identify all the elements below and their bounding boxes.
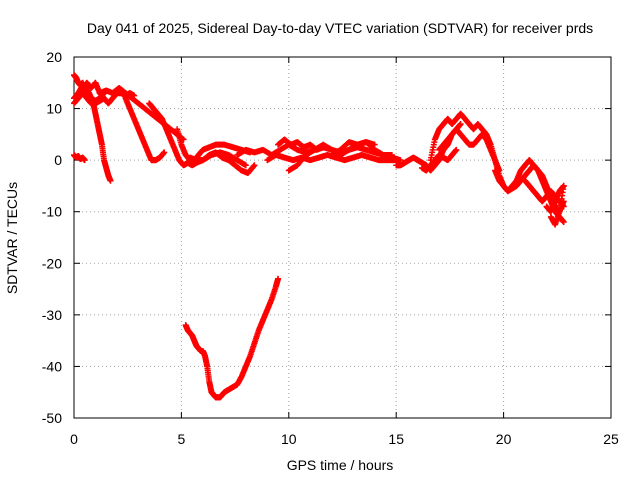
data-point — [107, 177, 114, 184]
data-point — [242, 162, 249, 169]
y-tick-label: -50 — [42, 410, 62, 426]
data-point — [560, 219, 567, 226]
x-tick-label: 10 — [281, 431, 297, 447]
data-series — [71, 72, 567, 401]
y-axis-label: SDTVAR / TECUs — [4, 182, 20, 294]
x-tick-label: 20 — [496, 431, 512, 447]
data-point — [453, 146, 460, 153]
series-arc-09 — [174, 126, 254, 164]
data-point — [320, 144, 327, 151]
chart-title: Day 041 of 2025, Sidereal Day-to-day VTE… — [87, 20, 593, 36]
y-tick-label: -20 — [42, 255, 62, 271]
series-arc-25 — [543, 182, 567, 215]
data-point — [560, 182, 567, 189]
y-tick-label: 10 — [46, 101, 62, 117]
series-arc-11 — [182, 275, 282, 401]
data-point — [371, 141, 378, 148]
data-point — [250, 163, 257, 170]
data-point — [275, 275, 282, 282]
x-axis-label: GPS time / hours — [287, 457, 394, 473]
series-arc-07 — [122, 95, 168, 164]
series-arc-15 — [275, 136, 327, 153]
data-point — [251, 162, 258, 169]
series-arc-16 — [328, 139, 404, 164]
x-tick-label: 0 — [70, 431, 78, 447]
x-tick-label: 25 — [603, 431, 619, 447]
series-arc-19 — [436, 126, 503, 174]
data-point — [457, 121, 464, 128]
x-tick-label: 15 — [388, 431, 404, 447]
y-tick-label: 20 — [46, 49, 62, 65]
axis-ticks — [73, 56, 612, 419]
x-tick-label: 5 — [178, 431, 186, 447]
y-tick-label: -10 — [42, 204, 62, 220]
series-arc-13 — [264, 151, 400, 164]
data-point — [161, 149, 168, 156]
plot-frame — [73, 56, 612, 419]
series-arc-20 — [418, 146, 460, 174]
y-tick-labels: -50 -40 -30 -20 -10 0 10 20 — [42, 49, 62, 426]
y-tick-label: -30 — [42, 307, 62, 323]
series-arc-24 — [547, 182, 567, 228]
x-tick-labels: 0 5 10 15 20 25 — [70, 431, 619, 447]
series-arc-10 — [186, 149, 258, 177]
series-arc-01 — [71, 151, 88, 164]
y-tick-label: 0 — [54, 152, 62, 168]
data-point — [81, 157, 88, 164]
y-tick-label: -40 — [42, 358, 62, 374]
